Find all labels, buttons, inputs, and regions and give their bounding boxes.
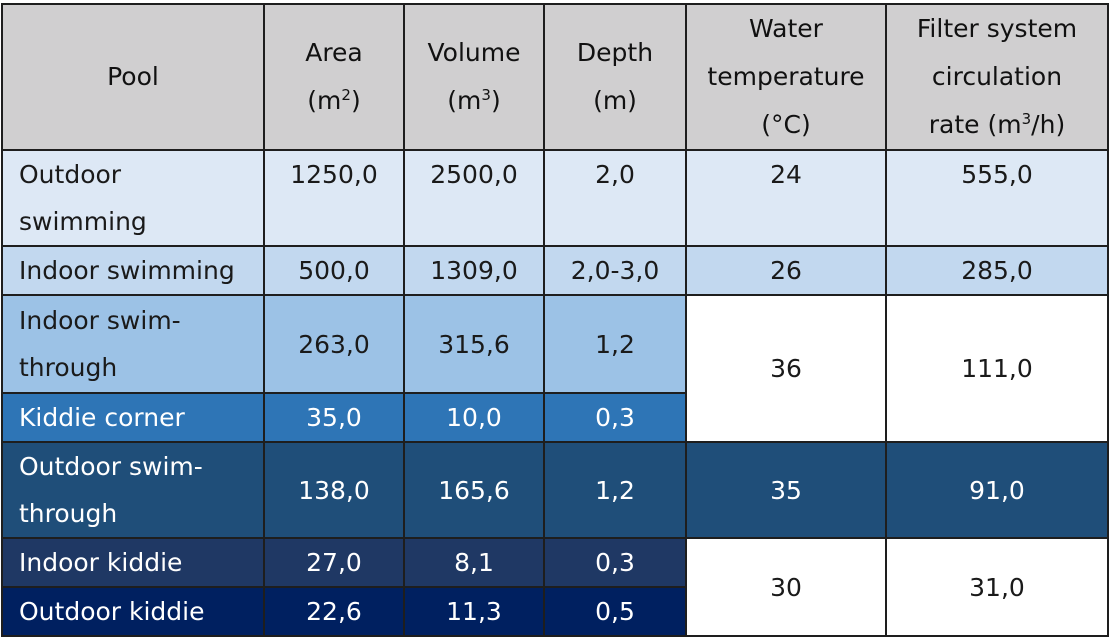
table-row: Indoor kiddie 27,0 8,1 0,3 30 31,0 bbox=[1, 537, 1109, 637]
volume-cell: 8,1 bbox=[403, 537, 545, 588]
pool-name-cell: Outdoor swim-through bbox=[1, 441, 265, 539]
pool-name-cell: Kiddie corner bbox=[1, 392, 265, 443]
header-depth: Depth (m) bbox=[543, 3, 687, 151]
area-cell: 1250,0 bbox=[263, 149, 405, 247]
circulation-rate-cell: 555,0 bbox=[885, 149, 1109, 247]
area-cell: 138,0 bbox=[263, 441, 405, 539]
header-volume: Volume (m3) bbox=[403, 3, 545, 151]
area-cell: 35,0 bbox=[263, 392, 405, 443]
volume-cell: 165,6 bbox=[403, 441, 545, 539]
depth-cell: 0,5 bbox=[543, 586, 687, 637]
volume-cell: 315,6 bbox=[403, 294, 545, 394]
volume-cell: 11,3 bbox=[403, 586, 545, 637]
pool-name-cell: Indoor swimming bbox=[1, 245, 265, 296]
water-temperature-cell: 36 bbox=[685, 294, 887, 443]
table-row: Indoor swim-through 263,0 315,6 1,2 36 1… bbox=[1, 294, 1109, 443]
pool-data-table: Pool Area (m2) Volume (m3) Depth (m) Wat… bbox=[1, 3, 1109, 637]
circulation-rate-cell: 31,0 bbox=[885, 537, 1109, 637]
circulation-rate-cell: 285,0 bbox=[885, 245, 1109, 296]
depth-cell: 1,2 bbox=[543, 294, 687, 394]
table-row: Kiddie corner 35,0 10,0 0,3 bbox=[1, 392, 1108, 443]
water-temperature-cell: 30 bbox=[685, 537, 887, 637]
header-water-temperature: Water temperature (°C) bbox=[685, 3, 887, 151]
area-cell: 27,0 bbox=[263, 537, 405, 588]
table-row: Outdoor swimming 1250,0 2500,0 2,0 24 55… bbox=[1, 149, 1109, 247]
pool-name-cell: Indoor kiddie bbox=[1, 537, 265, 588]
water-temperature-cell: 35 bbox=[685, 441, 887, 539]
pool-name-cell: Indoor swim-through bbox=[1, 294, 265, 394]
volume-cell: 2500,0 bbox=[403, 149, 545, 247]
volume-cell: 10,0 bbox=[403, 392, 545, 443]
area-cell: 22,6 bbox=[263, 586, 405, 637]
area-cell: 500,0 bbox=[263, 245, 405, 296]
area-cell: 263,0 bbox=[263, 294, 405, 394]
depth-cell: 0,3 bbox=[543, 537, 687, 588]
table-row: Outdoor kiddie 22,6 11,3 0,5 bbox=[1, 586, 1108, 637]
pool-name-cell: Outdoor kiddie bbox=[1, 586, 265, 637]
water-temperature-cell: 26 bbox=[685, 245, 887, 296]
volume-cell: 1309,0 bbox=[403, 245, 545, 296]
circulation-rate-cell: 111,0 bbox=[885, 294, 1109, 443]
depth-cell: 2,0-3,0 bbox=[543, 245, 687, 296]
header-filter-circulation-rate: Filter system circulation rate (m3/h) bbox=[885, 3, 1109, 151]
header-row: Pool Area (m2) Volume (m3) Depth (m) Wat… bbox=[1, 3, 1109, 151]
pool-name-cell: Outdoor swimming bbox=[1, 149, 265, 247]
table-row: Indoor swimming 500,0 1309,0 2,0-3,0 26 … bbox=[1, 245, 1109, 296]
water-temperature-cell: 24 bbox=[685, 149, 887, 247]
table-row: Outdoor swim-through 138,0 165,6 1,2 35 … bbox=[1, 441, 1109, 539]
depth-cell: 1,2 bbox=[543, 441, 687, 539]
depth-cell: 0,3 bbox=[543, 392, 687, 443]
header-pool: Pool bbox=[1, 3, 265, 151]
depth-cell: 2,0 bbox=[543, 149, 687, 247]
header-area: Area (m2) bbox=[263, 3, 405, 151]
circulation-rate-cell: 91,0 bbox=[885, 441, 1109, 539]
